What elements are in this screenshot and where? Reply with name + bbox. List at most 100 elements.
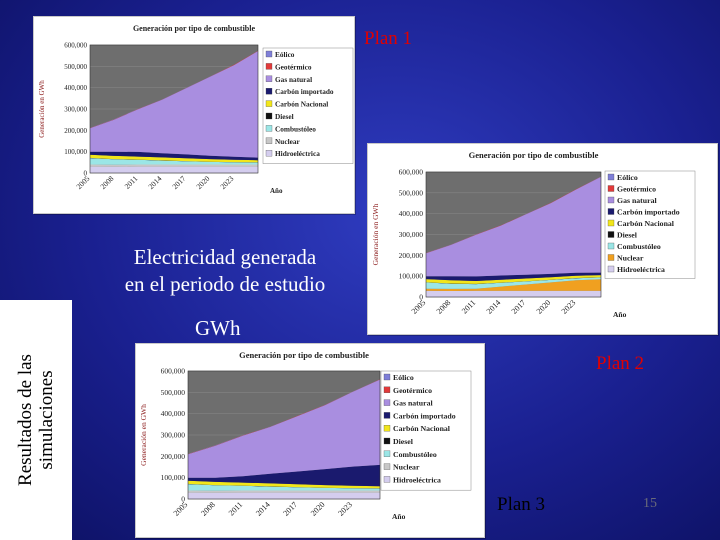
- area-nuclear: [426, 279, 601, 291]
- x-tick-label: 2014: [485, 298, 503, 316]
- x-tick-label: 2023: [336, 500, 354, 518]
- legend-swatch: [607, 185, 615, 192]
- y-tick-label: 400,000: [161, 409, 186, 418]
- x-axis-label: Año: [613, 310, 627, 319]
- y-axis-label: Generación en GWh: [371, 203, 380, 265]
- legend-label: Gas natural: [393, 399, 433, 408]
- sidebar-panel: [0, 300, 72, 540]
- legend-swatch: [265, 137, 273, 144]
- x-tick-label: 2005: [172, 500, 190, 518]
- chart-plan2: Generación por tipo de combustible 0 100,0…: [371, 150, 696, 319]
- y-tick-label: 0: [419, 293, 423, 302]
- legend-swatch: [607, 219, 615, 227]
- plot-frame: [187, 370, 381, 500]
- legend-swatch: [383, 476, 391, 483]
- area-nuclear: [90, 164, 258, 167]
- chart-panel-plan3: Generación por tipo de combustible 0 100,0…: [135, 343, 485, 538]
- legend-swatch: [265, 50, 273, 58]
- x-tick-label: 2014: [146, 174, 163, 191]
- sidebar-title-line1: Resultados de las: [15, 354, 36, 486]
- plan1-label: Plan 1: [364, 28, 413, 49]
- legend-label: Geotérmico: [275, 62, 312, 71]
- area-carbón-importado: [90, 151, 258, 161]
- legend-label: Combustóleo: [617, 242, 661, 251]
- plan3-label: Plan 3: [497, 494, 546, 515]
- x-tick-label: 2017: [510, 298, 528, 316]
- x-tick-label: 2011: [123, 174, 140, 191]
- chart-title: Generación por tipo de combustible: [133, 24, 256, 33]
- x-tick-label: 2017: [281, 500, 299, 518]
- legend-swatch: [265, 63, 273, 70]
- legend-label: Combustóleo: [275, 124, 316, 133]
- legend-swatch: [607, 242, 615, 250]
- legend-label: Nuclear: [617, 254, 644, 263]
- legend-label: Carbón Nacional: [275, 100, 328, 109]
- area-gas-natural: [90, 51, 258, 158]
- legend-label: Diesel: [393, 437, 414, 446]
- legend-swatch: [265, 100, 273, 107]
- chart-title: Generación por tipo de combustible: [469, 150, 599, 160]
- area-nuclear: [188, 490, 380, 493]
- x-tick-label: 2017: [170, 174, 187, 191]
- page-number: 15: [643, 496, 657, 511]
- y-tick-label: 300,000: [399, 230, 424, 239]
- y-tick-label: 500,000: [399, 188, 424, 197]
- y-tick-label: 200,000: [161, 452, 186, 461]
- legend-label: Carbón importado: [275, 87, 334, 96]
- x-tick-label: 2023: [560, 298, 578, 316]
- legend-box: [380, 370, 472, 491]
- x-tick-label: 2008: [98, 174, 115, 191]
- x-tick-label: 2020: [309, 500, 327, 518]
- legend-label: Eólico: [393, 373, 414, 382]
- plan2-label: Plan 2: [596, 353, 645, 374]
- area-carbón-nacional: [188, 480, 380, 489]
- x-tick-label: 2005: [410, 298, 428, 316]
- legend-swatch: [383, 437, 391, 445]
- legend-label: Eólico: [617, 173, 638, 182]
- y-axis-label: Generación en GWh: [139, 404, 148, 466]
- slide-title-line1: Electricidad generada: [133, 245, 317, 269]
- y-tick-label: 400,000: [399, 209, 424, 218]
- slide-title-line2: en el periodo de estudio: [124, 272, 326, 296]
- y-tick-label: 300,000: [64, 106, 87, 114]
- y-tick-label: 0: [181, 495, 185, 504]
- legend-box: [604, 170, 696, 279]
- legend-label: Carbón Nacional: [393, 424, 451, 433]
- area-carbón-importado: [188, 464, 380, 487]
- y-tick-label: 600,000: [399, 168, 424, 177]
- legend-label: Gas natural: [617, 196, 657, 205]
- slide-title: Electricidad generada en el periodo de e…: [95, 244, 355, 298]
- x-tick-label: 2011: [227, 500, 244, 517]
- legend-swatch: [383, 463, 391, 470]
- sidebar-title: Resultados de las simulaciones: [15, 354, 57, 486]
- legend-label: Gas natural: [275, 75, 312, 84]
- chart-plan3: Generación por tipo de combustible 0 100,0…: [139, 350, 472, 521]
- area-gas-natural: [188, 379, 380, 478]
- chart-panel-plan1: Generación por tipo de combustible 0 100,0…: [33, 16, 355, 214]
- y-tick-label: 100,000: [161, 473, 186, 482]
- unit-label: GWh: [195, 316, 241, 340]
- x-tick-label: 2020: [194, 174, 211, 191]
- legend-label: Hidroeléctrica: [617, 265, 665, 274]
- legend-swatch: [383, 386, 391, 393]
- area-carbón-importado: [426, 272, 601, 281]
- legend-label: Eólico: [275, 50, 295, 59]
- sidebar-title-line2: simulaciones: [36, 370, 57, 470]
- legend-swatch: [607, 196, 615, 204]
- legend-label: Hidroeléctrica: [275, 149, 320, 158]
- x-tick-label: 2014: [254, 500, 272, 518]
- x-tick-label: 2008: [199, 500, 217, 518]
- y-tick-label: 0: [84, 170, 88, 178]
- legend-label: Geotérmico: [393, 386, 432, 395]
- plot-frame: [425, 171, 602, 298]
- legend-swatch: [383, 373, 391, 381]
- legend-label: Diesel: [275, 112, 294, 121]
- x-tick-label: 2011: [460, 298, 477, 315]
- legend-label: Diesel: [617, 231, 638, 240]
- x-tick-label: 2005: [74, 174, 91, 191]
- x-tick-label: 2020: [535, 298, 553, 316]
- y-tick-label: 400,000: [64, 84, 87, 92]
- legend-swatch: [607, 173, 615, 181]
- y-tick-label: 300,000: [161, 431, 186, 440]
- legend-label: Combustóleo: [393, 450, 437, 459]
